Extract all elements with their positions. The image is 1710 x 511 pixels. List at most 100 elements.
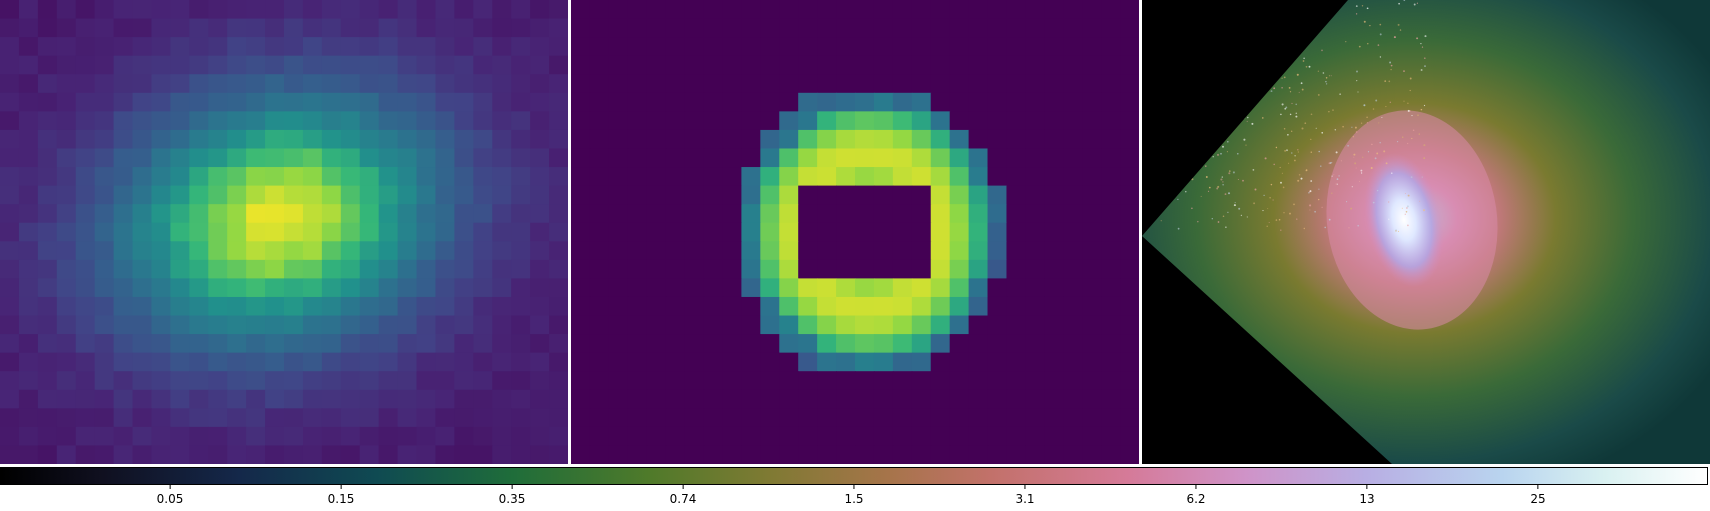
pixel xyxy=(911,167,932,187)
pixel xyxy=(741,92,761,112)
pixel xyxy=(817,148,837,168)
star xyxy=(1423,57,1426,60)
pixel xyxy=(930,111,951,131)
pixel xyxy=(627,408,648,428)
pixel xyxy=(151,334,171,354)
colorbar-tick: 0.35 xyxy=(499,485,525,506)
pixel xyxy=(949,111,970,131)
pixel xyxy=(1082,259,1102,279)
star xyxy=(1268,221,1270,224)
pixel xyxy=(646,315,667,335)
pixel xyxy=(1063,148,1083,168)
pixel xyxy=(987,241,1008,261)
pixel xyxy=(284,315,304,335)
star xyxy=(1358,45,1361,48)
pixel xyxy=(132,445,153,464)
star xyxy=(1212,156,1214,158)
pixel xyxy=(56,259,77,279)
pixel xyxy=(302,204,323,224)
pixel xyxy=(571,129,591,150)
star xyxy=(1300,177,1303,180)
pixel xyxy=(132,241,153,261)
pixel xyxy=(873,18,894,38)
pixel xyxy=(18,148,39,168)
pixel xyxy=(18,55,39,75)
pixel xyxy=(435,334,455,354)
star xyxy=(1416,37,1419,40)
pixel xyxy=(817,18,837,38)
pixel xyxy=(492,129,512,150)
pixel xyxy=(1006,148,1026,168)
star xyxy=(1281,87,1283,89)
colorbar-ticks: 0.05 0.15 0.35 0.74 1.5 3.1 6.2 13 25 xyxy=(0,485,1710,511)
pixel xyxy=(265,129,285,150)
pixel xyxy=(227,148,247,168)
pixel xyxy=(132,185,153,205)
pixel xyxy=(189,315,209,335)
pixel xyxy=(321,111,342,131)
star xyxy=(1177,198,1179,201)
pixel xyxy=(265,0,285,20)
pixel xyxy=(473,111,493,131)
pixel xyxy=(608,278,629,298)
pixel xyxy=(94,111,115,131)
pixel xyxy=(987,445,1008,464)
pixel xyxy=(113,389,134,409)
pixel xyxy=(1025,74,1045,94)
pixel xyxy=(1120,111,1139,131)
pixel xyxy=(627,278,648,298)
pixel xyxy=(321,371,342,391)
pixel xyxy=(703,296,724,317)
pixel xyxy=(473,426,493,447)
pixel xyxy=(492,259,512,279)
pixel xyxy=(170,371,190,391)
star xyxy=(1288,162,1290,164)
pixel xyxy=(208,167,228,187)
star xyxy=(1398,2,1400,5)
pixel xyxy=(227,352,247,372)
pixel xyxy=(511,426,531,447)
pixel xyxy=(1063,389,1083,409)
pixel xyxy=(302,129,323,150)
pixel xyxy=(189,222,209,242)
pixel xyxy=(798,278,818,298)
pixel xyxy=(75,37,96,57)
pixel xyxy=(18,92,39,112)
pixel xyxy=(56,334,77,354)
star xyxy=(1348,227,1350,229)
pixel xyxy=(473,278,493,298)
star xyxy=(1310,151,1313,153)
star xyxy=(1160,220,1162,222)
star xyxy=(1245,144,1247,146)
pixel xyxy=(1063,426,1083,447)
tick-mark xyxy=(1537,485,1539,489)
pixel xyxy=(549,55,568,75)
pixel xyxy=(75,204,96,224)
pixel xyxy=(589,352,610,372)
pixel xyxy=(189,18,209,38)
pixel xyxy=(359,55,380,75)
pixel xyxy=(56,426,77,447)
pixel xyxy=(473,74,493,94)
star xyxy=(1285,106,1288,109)
pixel xyxy=(836,74,856,94)
pixel xyxy=(1082,18,1102,38)
pixel xyxy=(987,334,1008,354)
pixel xyxy=(321,426,342,447)
pixel xyxy=(741,389,761,409)
star xyxy=(1355,131,1358,133)
pixel xyxy=(684,0,705,20)
pixel xyxy=(855,315,875,335)
pixel xyxy=(1120,371,1139,391)
pixel xyxy=(589,129,610,150)
pixel xyxy=(378,408,399,428)
pixel xyxy=(722,111,742,131)
pixel xyxy=(284,129,304,150)
pixel xyxy=(284,74,304,94)
pixel xyxy=(571,315,591,335)
pixel xyxy=(608,222,629,242)
pixel xyxy=(817,352,837,372)
pixel xyxy=(378,129,399,150)
pixel xyxy=(930,148,951,168)
pixel xyxy=(684,37,705,57)
